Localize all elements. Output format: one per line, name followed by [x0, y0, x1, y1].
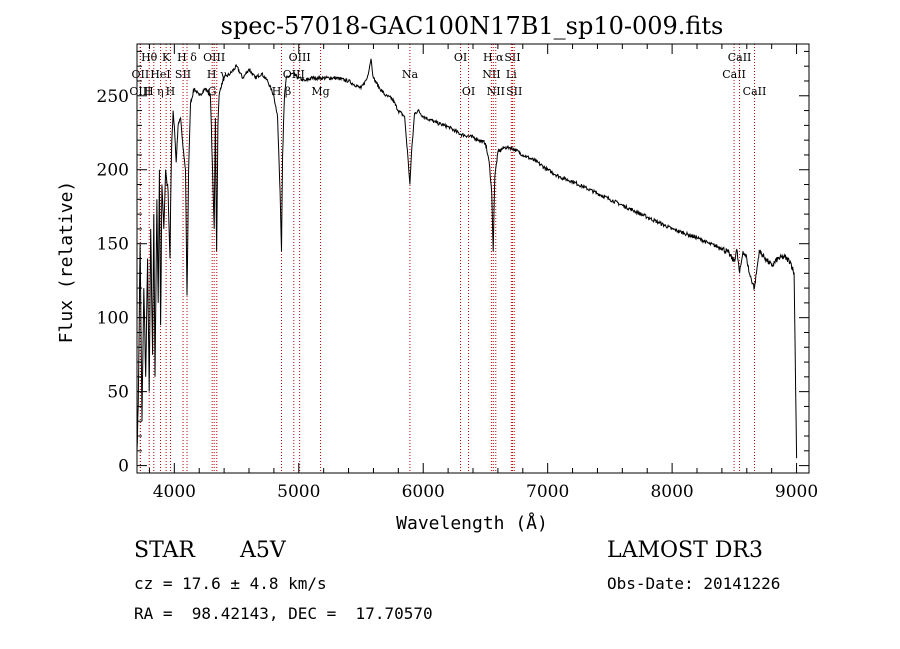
object-class: STAR [134, 538, 195, 563]
line-marker-label: Na [402, 68, 419, 81]
line-marker-label: SII [504, 51, 520, 64]
line-marker-label: Hθ [141, 51, 158, 64]
line-marker-label: OIII [203, 51, 225, 64]
line-marker-label: OIII [129, 85, 151, 98]
line-marker-label: CaII [722, 68, 746, 81]
object-subclass: A5V [240, 538, 286, 563]
x-tick-label: 5000 [277, 482, 320, 502]
y-tick-label: 50 [107, 383, 129, 403]
observation-date: Obs-Date: 20141226 [607, 574, 781, 593]
x-tick-label: 4000 [153, 482, 196, 502]
x-tick-label: 9000 [775, 482, 818, 502]
line-marker-label: K [162, 51, 171, 64]
line-marker-label: H η [144, 85, 164, 98]
line-marker-label: NII [482, 68, 500, 81]
line-marker-label: G [208, 85, 217, 98]
x-axis-label: Wavelength (Å) [396, 512, 548, 534]
line-marker-label: OI [462, 85, 475, 98]
line-marker-label: Li [506, 68, 517, 81]
line-marker-label: H [166, 85, 176, 98]
y-tick-label: 100 [97, 309, 129, 329]
x-tick-label: 7000 [526, 482, 569, 502]
x-tick-label: 8000 [650, 482, 693, 502]
line-marker-label: H β [272, 85, 291, 98]
line-marker-label: SII [175, 68, 191, 81]
y-tick-label: 0 [118, 457, 129, 477]
line-marker-label: SII [506, 85, 522, 98]
line-marker-label: CaII [728, 51, 752, 64]
x-axis: 4000 5000 6000 7000 8000 9000 [148, 44, 818, 502]
chart-title: spec-57018-GAC100N17B1_sp10-009.fits [221, 12, 724, 40]
y-axis-label: Flux (relative) [56, 181, 77, 344]
line-marker-label: OI [454, 51, 467, 64]
redshift-velocity: cz = 17.6 ± 4.8 km/s [134, 574, 327, 593]
line-marker-label: H γ [207, 68, 227, 81]
y-tick-label: 200 [97, 161, 129, 181]
line-marker-label: NII [487, 85, 505, 98]
y-tick-label: 150 [97, 235, 129, 255]
line-marker-label: H α [483, 51, 504, 64]
flux-series-line [136, 58, 798, 459]
y-axis: 0 50 100 150 200 250 [97, 50, 809, 477]
survey-name: LAMOST DR3 [607, 538, 763, 563]
line-marker-label: Mg [311, 85, 329, 98]
line-marker-label: CaII [743, 85, 767, 98]
sky-coordinates: RA = 98.42143, DEC = 17.70570 [134, 604, 433, 623]
x-tick-label: 6000 [402, 482, 445, 502]
plot-frame [136, 43, 810, 474]
line-marker-label: H δ [177, 51, 197, 64]
line-marker-label: OIII [289, 51, 311, 64]
y-tick-label: 250 [97, 87, 129, 107]
line-marker-label: HeI [150, 68, 170, 81]
